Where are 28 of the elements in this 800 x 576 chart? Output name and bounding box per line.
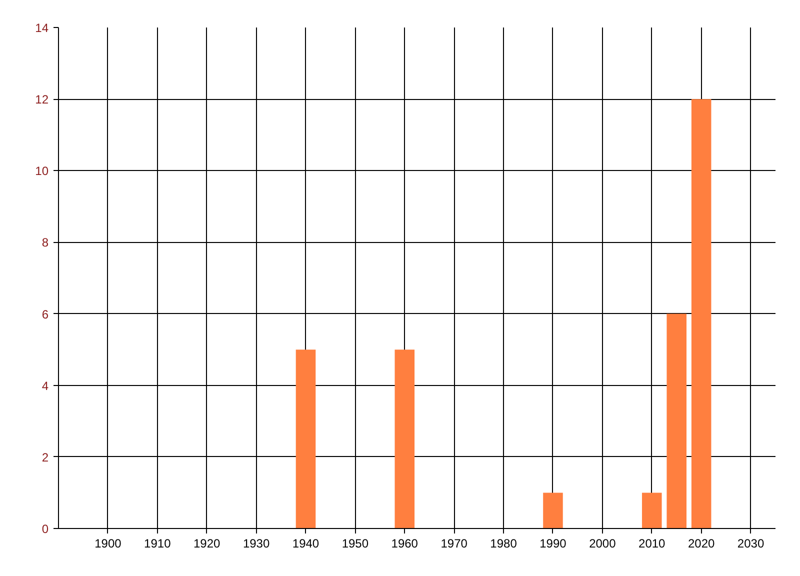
x-tick-label: 1990 bbox=[540, 536, 567, 550]
x-tick-label: 2000 bbox=[589, 536, 616, 550]
y-tick-label: 12 bbox=[35, 92, 49, 107]
y-tick-label: 8 bbox=[42, 236, 49, 250]
x-tick-label: 1930 bbox=[242, 536, 270, 550]
x-tick-label: 2010 bbox=[638, 536, 666, 550]
x-tick-label: 1920 bbox=[193, 536, 221, 550]
x-tick-label: 1940 bbox=[292, 536, 320, 550]
x-tick-label: 2020 bbox=[688, 536, 715, 550]
y-tick-label: 4 bbox=[42, 378, 49, 393]
x-tick-label: 1970 bbox=[440, 536, 468, 550]
x-tick-label: 1960 bbox=[391, 536, 418, 550]
bar bbox=[394, 350, 415, 528]
bar bbox=[543, 492, 563, 528]
x-tick-label: 1910 bbox=[144, 536, 172, 550]
y-tick-label: 10 bbox=[35, 164, 49, 178]
bar bbox=[691, 99, 712, 528]
x-tick-label: 1900 bbox=[94, 536, 122, 550]
x-tick-label: 1950 bbox=[342, 536, 369, 550]
y-tick-label: 14 bbox=[35, 21, 49, 35]
y-tick-label: 0 bbox=[42, 522, 49, 536]
bar bbox=[666, 314, 686, 528]
y-tick-label: 6 bbox=[42, 307, 49, 322]
x-tick-label: 2030 bbox=[737, 536, 764, 550]
bar bbox=[642, 492, 662, 528]
bar bbox=[296, 350, 316, 528]
x-tick-label: 1980 bbox=[490, 536, 518, 550]
y-tick-label: 2 bbox=[42, 450, 49, 464]
